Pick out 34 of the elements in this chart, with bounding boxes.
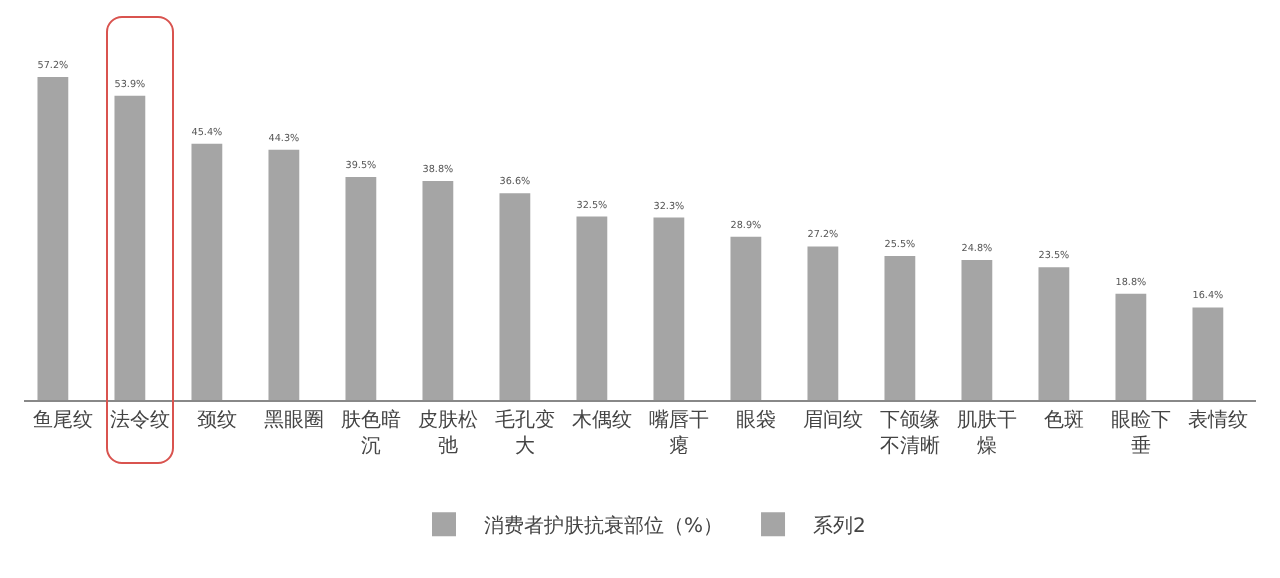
x-tick-label: 法令纹 — [109, 408, 170, 432]
x-tick-label: 眼睑下垂 — [1110, 408, 1171, 458]
bar — [807, 246, 839, 400]
x-tick-label: 嘴唇干瘪 — [648, 408, 709, 458]
x-tick-label: 皮肤松弛 — [417, 408, 478, 458]
bar — [730, 236, 762, 400]
bar — [268, 149, 300, 400]
x-tick-label: 鱼尾纹 — [32, 408, 93, 432]
bar — [37, 77, 69, 400]
bar — [422, 180, 454, 400]
x-tick-label: 眉间纹 — [802, 408, 863, 432]
x-tick-label: 色斑 — [1043, 408, 1084, 432]
x-tick-label: 眼袋 — [735, 408, 776, 432]
bar — [576, 216, 608, 400]
x-tick-label: 肤色暗沉 — [340, 408, 401, 458]
x-tick-label: 下颌缘不清晰 — [879, 408, 940, 458]
x-tick-label: 表情纹 — [1187, 408, 1248, 432]
bar — [961, 259, 993, 400]
x-tick-label: 毛孔变大 — [494, 408, 555, 458]
x-tick-label: 肌肤干燥 — [956, 410, 1017, 458]
bar — [114, 95, 146, 400]
legend-label: 系列2 — [813, 514, 866, 538]
bar — [1115, 293, 1147, 400]
legend-label: 消费者护肤抗衰部位（%） — [484, 514, 724, 538]
bar — [653, 217, 685, 400]
bar — [1192, 307, 1224, 400]
bar — [499, 193, 531, 400]
bar — [345, 176, 377, 400]
bar — [1038, 267, 1070, 400]
x-tick-label: 颈纹 — [196, 408, 237, 432]
bar — [191, 143, 223, 400]
x-tick-label: 黑眼圈 — [263, 410, 324, 432]
x-tick-label: 木偶纹 — [571, 408, 632, 432]
bar — [884, 256, 916, 400]
